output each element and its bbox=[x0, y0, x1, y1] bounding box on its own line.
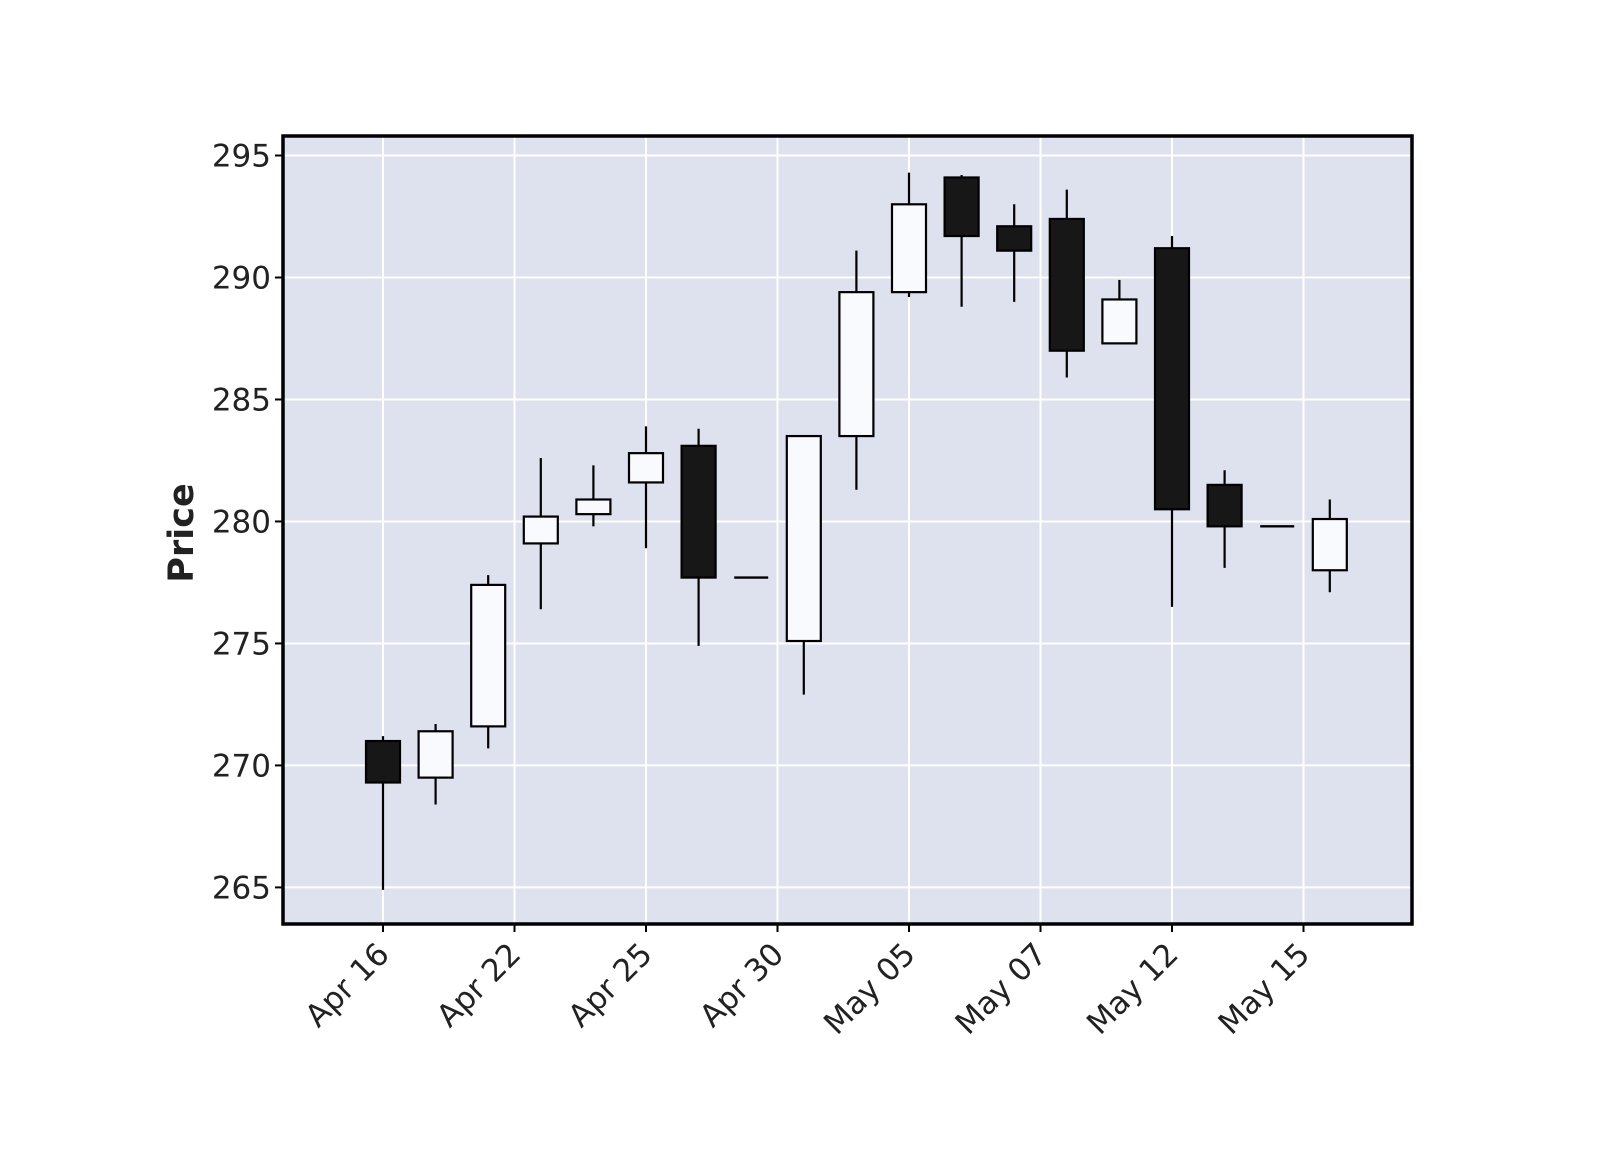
candle-body-up bbox=[785, 434, 822, 643]
candle bbox=[1101, 279, 1138, 345]
y-axis-title: Price bbox=[162, 483, 202, 582]
candle-body-up bbox=[890, 203, 928, 294]
candle bbox=[785, 434, 822, 695]
candle bbox=[1048, 189, 1085, 378]
y-tick-label: 275 bbox=[212, 626, 271, 662]
candle bbox=[890, 172, 928, 298]
candle-body-up bbox=[627, 452, 665, 484]
y-axis-ticks: 265 270 275 280 285 290 295 bbox=[212, 139, 283, 906]
candle bbox=[575, 465, 612, 527]
candle bbox=[943, 175, 980, 307]
candle-body-up bbox=[1101, 298, 1138, 345]
x-tick-label: Apr 30 bbox=[693, 936, 791, 1034]
plot-frame bbox=[281, 134, 1414, 926]
candle bbox=[996, 204, 1033, 302]
candle bbox=[364, 736, 402, 890]
x-tick-label: May 12 bbox=[1080, 936, 1186, 1042]
candle bbox=[522, 458, 559, 610]
candles bbox=[364, 172, 1348, 890]
candle-body-up bbox=[838, 291, 875, 438]
candle bbox=[838, 250, 875, 490]
candle-body-down bbox=[680, 444, 717, 579]
plot-area bbox=[283, 136, 1412, 924]
x-tick-label: Apr 25 bbox=[561, 936, 659, 1034]
y-tick-label: 270 bbox=[212, 748, 271, 784]
candle bbox=[680, 428, 717, 646]
y-tick-label: 290 bbox=[212, 260, 271, 296]
x-tick-label: May 05 bbox=[817, 936, 923, 1042]
x-tick-label: Apr 22 bbox=[430, 936, 528, 1034]
y-tick-label: 265 bbox=[212, 870, 271, 906]
candle-body-up bbox=[417, 730, 454, 779]
candle bbox=[1311, 499, 1348, 593]
candle bbox=[470, 575, 507, 749]
candle-body-down bbox=[943, 176, 980, 238]
x-tick-label: May 15 bbox=[1212, 936, 1318, 1042]
x-tick-label: Apr 16 bbox=[298, 936, 396, 1034]
candle-body-up bbox=[575, 498, 612, 516]
candle bbox=[1153, 236, 1191, 607]
candle-body-down bbox=[1153, 247, 1191, 511]
candle bbox=[1206, 470, 1243, 568]
y-tick-label: 295 bbox=[212, 139, 271, 175]
x-tick-label: May 07 bbox=[949, 936, 1055, 1042]
candle bbox=[417, 723, 454, 805]
x-axis-ticks: Apr 16 Apr 22 Apr 25 Apr 30 May 05 May 07 May … bbox=[298, 924, 1317, 1042]
candle-body-up bbox=[470, 583, 507, 728]
candle-body-down bbox=[1206, 483, 1243, 528]
y-tick-label: 285 bbox=[212, 382, 271, 418]
candle-body-down bbox=[1048, 217, 1085, 352]
candle-body-down bbox=[364, 739, 402, 784]
candle-body-up bbox=[1311, 517, 1348, 572]
y-tick-label: 280 bbox=[212, 504, 271, 540]
candle bbox=[627, 426, 665, 549]
candle-body-up bbox=[522, 515, 559, 545]
candle-body-down bbox=[996, 225, 1033, 252]
